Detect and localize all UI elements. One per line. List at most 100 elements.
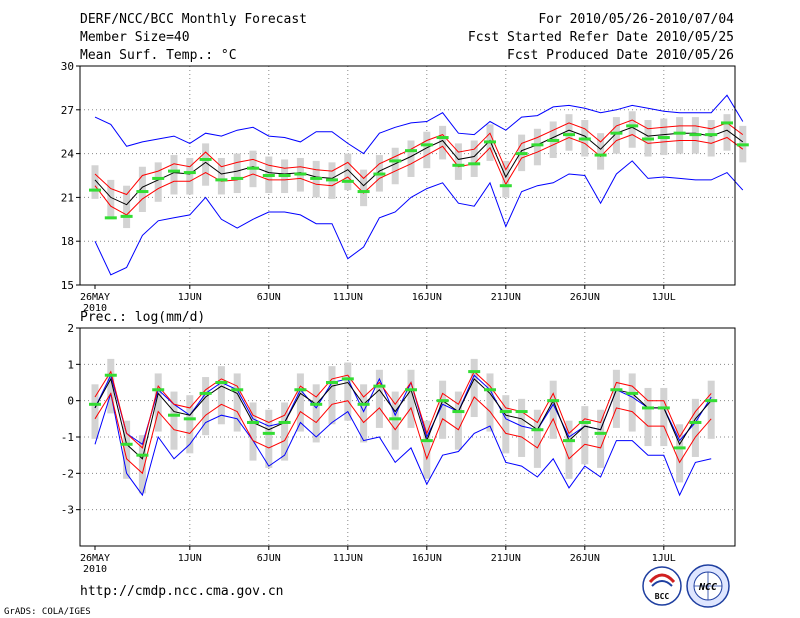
ncc-logo: NCC bbox=[686, 564, 730, 608]
observed-marker bbox=[247, 166, 259, 170]
ensemble-mean-line bbox=[94, 126, 744, 206]
ensemble-box bbox=[676, 117, 684, 154]
ensemble-box bbox=[612, 369, 620, 428]
observed-marker bbox=[452, 410, 465, 414]
observed-marker bbox=[531, 428, 544, 432]
observed-marker bbox=[278, 174, 291, 177]
observed-marker bbox=[310, 402, 323, 406]
observed-marker bbox=[610, 131, 623, 135]
observed-marker bbox=[673, 446, 686, 450]
ensemble-box bbox=[344, 362, 352, 421]
ncc-logo-text: NCC bbox=[698, 582, 717, 593]
y-tick-label: 0 bbox=[67, 395, 74, 408]
observed-marker bbox=[547, 138, 560, 142]
ensemble-box bbox=[518, 398, 526, 457]
x-year-label: 2010 bbox=[83, 564, 107, 575]
x-tick-label: 1JUL bbox=[652, 292, 676, 303]
observed-marker bbox=[721, 121, 733, 125]
observed-marker bbox=[657, 406, 670, 410]
x-tick-label: 6JUN bbox=[257, 553, 281, 564]
observed-marker bbox=[705, 133, 718, 137]
ensemble-max-line bbox=[94, 94, 744, 155]
mean-plus-sd-line bbox=[94, 370, 712, 449]
y-tick-label: 1 bbox=[67, 358, 74, 371]
ensemble-box bbox=[344, 153, 352, 191]
observed-marker bbox=[436, 399, 449, 403]
ensemble-box bbox=[375, 369, 383, 428]
ensemble-box bbox=[660, 387, 668, 447]
ensemble-box bbox=[296, 373, 304, 432]
ensemble-box bbox=[360, 169, 368, 207]
ensemble-mean-line bbox=[94, 377, 712, 460]
ensemble-box bbox=[581, 406, 589, 465]
ensemble-box bbox=[628, 111, 636, 148]
observed-marker bbox=[563, 133, 575, 137]
y-tick-label: 2 bbox=[67, 322, 74, 335]
observed-marker bbox=[294, 172, 307, 176]
ensemble-box bbox=[533, 409, 541, 468]
ensemble-box bbox=[565, 114, 573, 151]
ensemble-box bbox=[597, 133, 605, 170]
temperature-panel: 15 18 21 24 27 30 26MAY 1JUN 6JUN 11JUN 16JUN 21JUN… bbox=[61, 60, 749, 314]
ensemble-box bbox=[454, 391, 462, 450]
observed-marker bbox=[389, 417, 402, 421]
x-tick-label: 26MAY bbox=[80, 553, 110, 564]
observed-marker bbox=[120, 214, 133, 218]
observed-marker bbox=[578, 420, 591, 424]
ensemble-box bbox=[439, 125, 447, 160]
x-tick-label: 11JUN bbox=[333, 553, 363, 564]
observed-marker bbox=[310, 176, 323, 180]
y-tick-label: 18 bbox=[61, 235, 74, 248]
observed-marker bbox=[215, 381, 228, 384]
observed-marker bbox=[499, 184, 512, 188]
ensemble-box bbox=[233, 153, 241, 194]
observed-marker bbox=[168, 413, 180, 417]
observed-marker bbox=[642, 137, 654, 141]
ensemble-box bbox=[439, 380, 447, 439]
ensemble-box bbox=[217, 366, 225, 425]
ensemble-box bbox=[470, 140, 478, 177]
observed-marker bbox=[136, 190, 149, 194]
ensemble-box bbox=[186, 157, 194, 195]
website-url[interactable]: http://cmdp.ncc.cma.gov.cn bbox=[80, 584, 284, 599]
ensemble-box bbox=[170, 155, 178, 195]
observed-marker bbox=[484, 140, 496, 144]
observed-marker bbox=[484, 388, 496, 392]
ensemble-box bbox=[138, 435, 146, 494]
observed-marker bbox=[531, 143, 544, 147]
grads-credit: GrADS: COLA/IGES bbox=[4, 607, 91, 617]
ensemble-box bbox=[423, 420, 431, 479]
ensemble-box bbox=[676, 424, 684, 483]
ensemble-box bbox=[565, 420, 573, 479]
observed-marker bbox=[373, 172, 386, 176]
observed-marker bbox=[420, 143, 433, 147]
ensemble-box bbox=[454, 143, 462, 180]
observed-marker bbox=[642, 406, 654, 410]
ensemble-box bbox=[486, 373, 494, 432]
y-tick-label: -1 bbox=[61, 431, 74, 444]
observed-marker bbox=[436, 136, 449, 140]
ensemble-box bbox=[644, 387, 652, 447]
ensemble-box bbox=[502, 395, 510, 454]
y-tick-label: -3 bbox=[61, 504, 74, 517]
observed-marker bbox=[215, 178, 228, 182]
ensemble-box bbox=[407, 369, 415, 428]
observed-marker bbox=[136, 453, 149, 457]
observed-marker bbox=[183, 417, 196, 421]
observed-marker bbox=[610, 388, 623, 392]
forecast-period-label: For 2010/05/26-2010/07/04 bbox=[538, 12, 734, 27]
x-tick-label: 6JUN bbox=[257, 292, 281, 303]
y-tick-label: 27 bbox=[61, 104, 74, 117]
forecast-produced-label: Fcst Produced Date 2010/05/26 bbox=[507, 48, 734, 63]
ensemble-box bbox=[281, 402, 289, 461]
observed-marker bbox=[231, 176, 244, 180]
ensemble-box bbox=[707, 380, 715, 439]
ensemble-box bbox=[249, 402, 257, 461]
ensemble-box bbox=[217, 157, 225, 195]
observed-marker bbox=[357, 402, 370, 406]
observed-marker bbox=[104, 373, 117, 377]
ensemble-box bbox=[107, 358, 115, 414]
temperature-variable-label: Mean Surf. Temp.: °C bbox=[80, 48, 237, 63]
ensemble-box bbox=[170, 391, 178, 450]
